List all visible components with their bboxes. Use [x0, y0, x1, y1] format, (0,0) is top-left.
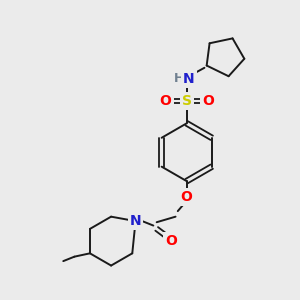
Text: O: O: [160, 94, 172, 108]
Text: O: O: [165, 234, 177, 248]
Text: O: O: [202, 94, 214, 108]
Text: N: N: [183, 72, 195, 86]
Text: S: S: [182, 94, 192, 108]
Text: O: O: [181, 190, 193, 204]
Text: N: N: [130, 214, 141, 228]
Text: H: H: [174, 72, 184, 86]
